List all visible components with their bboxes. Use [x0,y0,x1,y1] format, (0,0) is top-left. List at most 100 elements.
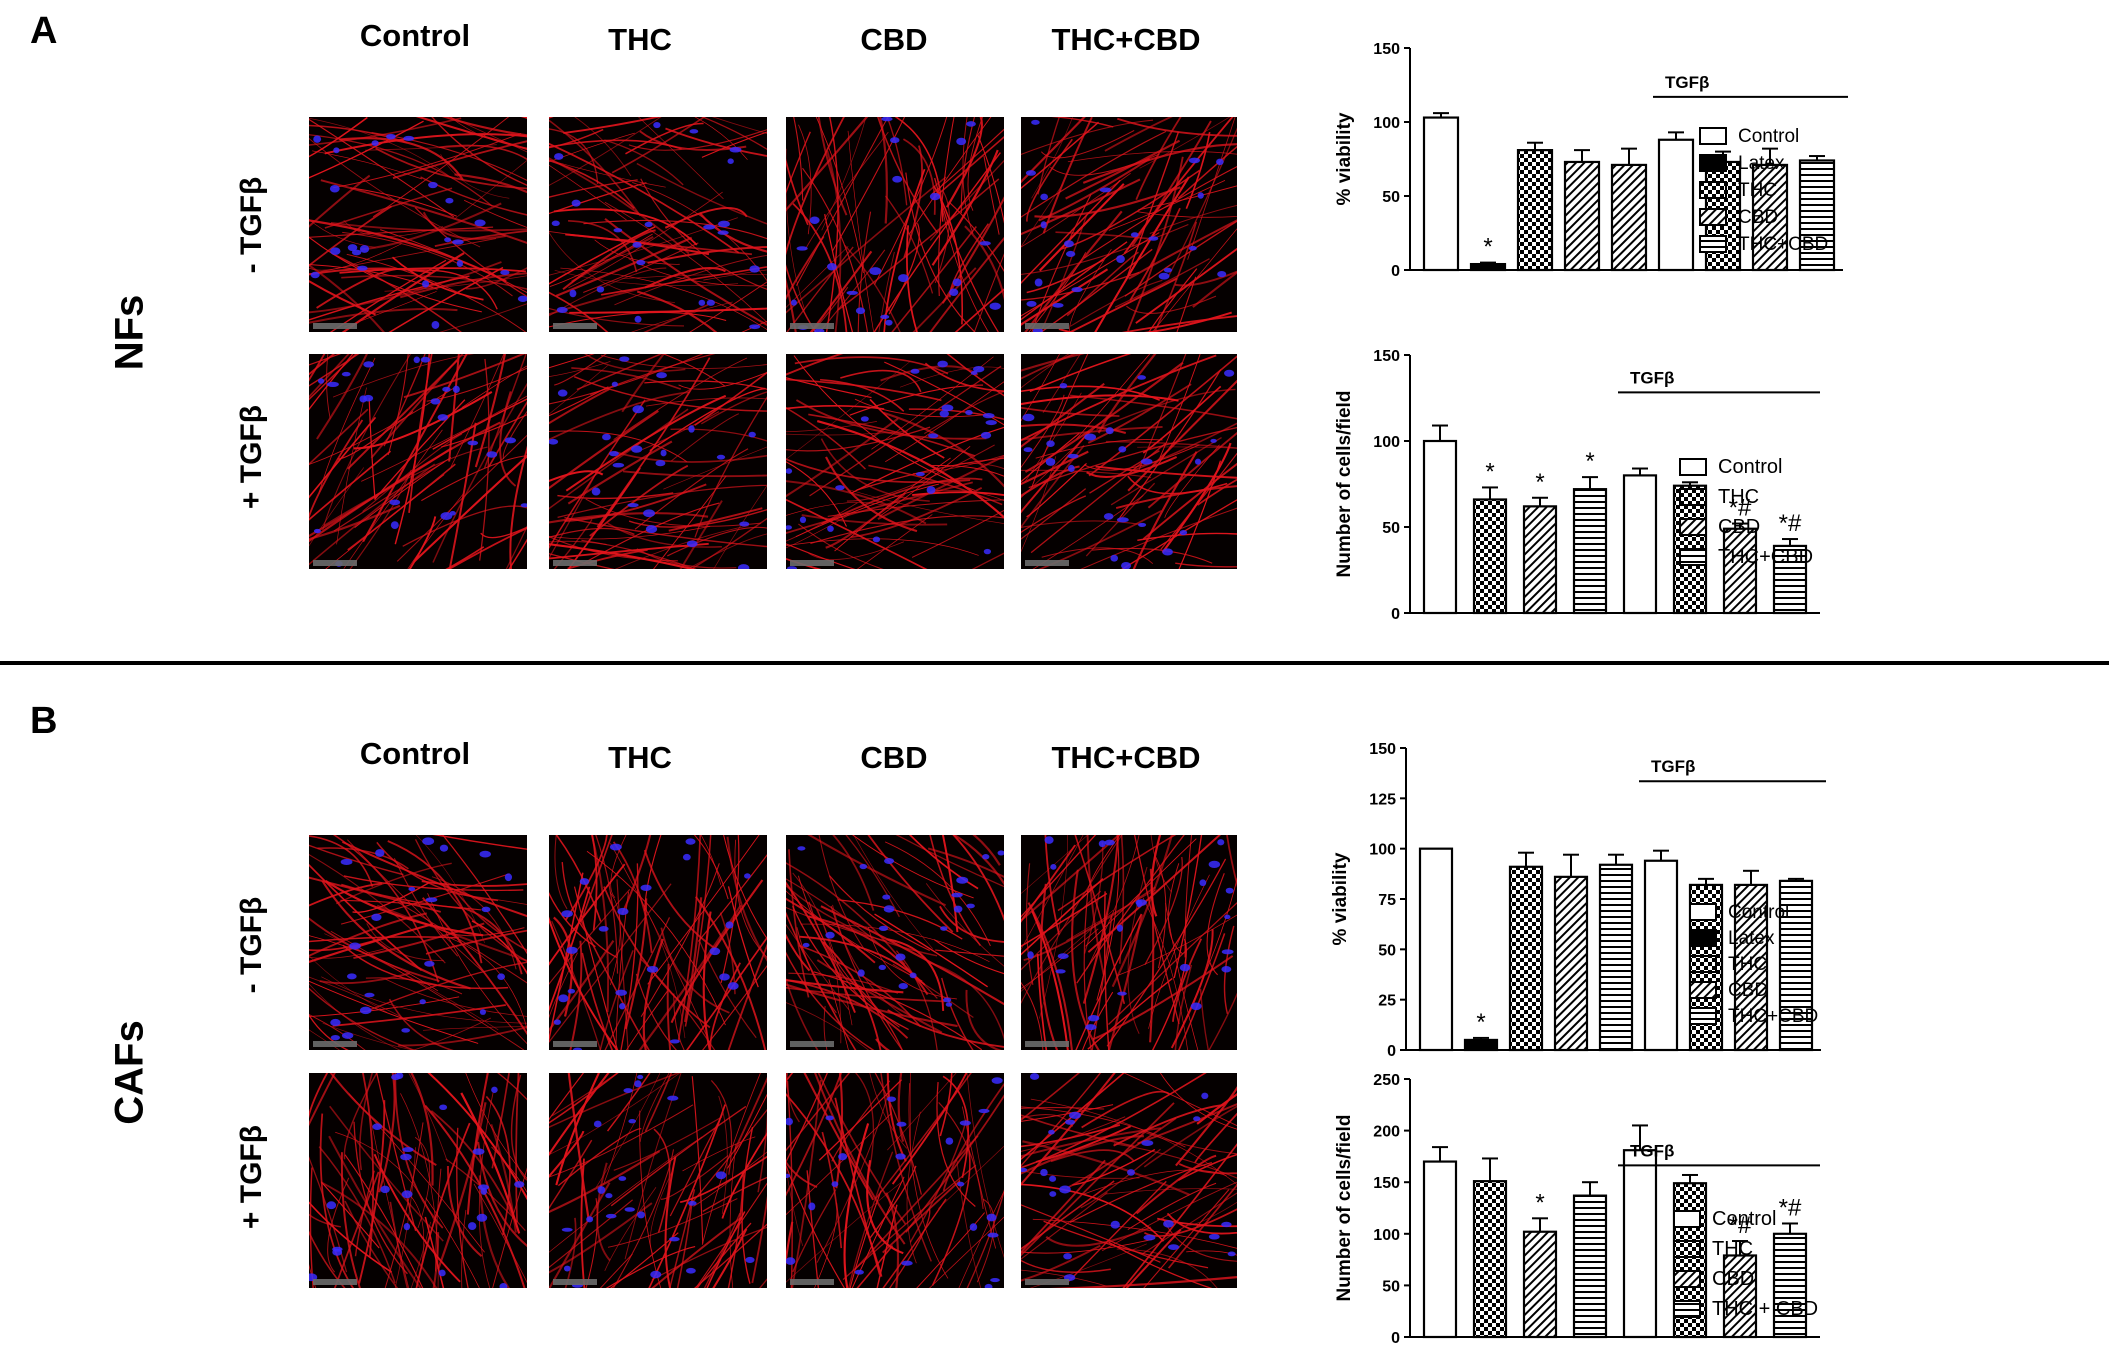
column-header-thc-cbd: THC+CBD [1051,740,1201,775]
legend-label: Control [1712,1208,1776,1230]
bar-cbd [1722,527,1758,615]
row-header-minus-tgfb: - TGFβ [235,176,268,274]
significance-mark: * [1476,1009,1485,1036]
column-header-cbd: CBD [860,740,928,775]
legend-swatch [1689,903,1717,921]
y-tick-label: 50 [1382,189,1400,206]
bar-cbd [1751,163,1789,272]
panel-divider [0,661,2109,665]
bar-control [1418,847,1454,1052]
legend-label: Control [1738,126,1799,147]
legend-label: THC + CBD [1712,1298,1818,1320]
panel-letter-a: A [30,10,58,52]
row-header-plus-tgfb: + TGFβ [235,1124,268,1230]
significance-mark: * [1485,458,1494,485]
cell-type-label-nfs: NFs [107,294,152,371]
micrograph-a-plus-thc [549,354,767,569]
y-tick-label: 100 [1373,115,1400,132]
bar-thc-cbd [1772,1232,1808,1339]
tgfb-bracket-label: TGFβ [1630,368,1674,387]
micrograph-b-minus-control [309,835,527,1050]
bar-thc-cbd [1598,863,1634,1052]
column-header-thc-cbd: THC+CBD [1051,22,1201,57]
bar-control [1422,116,1460,272]
bar-control [1622,1149,1658,1339]
y-tick-label: 0 [1391,263,1400,280]
micrograph-b-plus-thc-cbd [1021,1073,1237,1288]
legend-swatch [1673,1210,1701,1228]
significance-mark: * [1483,234,1492,261]
column-header-thc: THC [608,22,672,57]
cell-type-label-cafs: CAFs [107,1020,152,1125]
y-tick-label: 50 [1382,1278,1400,1295]
y-tick-label: 0 [1387,1043,1396,1060]
significance-mark: *# [1729,495,1752,522]
row-header-plus-tgfb: + TGFβ [235,404,268,510]
legend-swatch [1679,488,1707,506]
column-header-control: Control [359,736,471,771]
y-axis-label: % viability [1330,852,1351,945]
legend-swatch [1679,518,1707,536]
y-tick-label: 150 [1373,41,1400,58]
legend-label: Latex [1728,928,1775,949]
legend-swatch [1689,981,1717,999]
y-tick-label: 150 [1373,1175,1400,1192]
legend-label: THC [1712,1238,1753,1260]
bar-cbd [1722,1254,1758,1339]
legend-swatch [1679,458,1707,476]
legend-label: Control [1728,902,1789,923]
legend-label: CBD [1738,207,1778,228]
legend-swatch [1699,154,1727,172]
tgfb-bracket-label: TGFβ [1630,1141,1674,1160]
micrograph-b-plus-thc [549,1073,767,1288]
legend-swatch [1673,1270,1701,1288]
bar-cbd [1522,1230,1558,1339]
bar-control [1622,474,1658,615]
bar-control [1643,859,1679,1052]
y-tick-label: 125 [1369,791,1396,808]
bar-control [1422,1160,1458,1339]
bar-cbd [1563,160,1601,272]
y-tick-label: 75 [1378,892,1396,909]
legend-label: THC+CBD [1728,1006,1818,1027]
bar-latex [1469,262,1507,272]
bar-control [1657,138,1695,272]
legend-label: THC+CBD [1718,546,1813,568]
significance-mark: * [1585,448,1594,475]
micrograph-b-minus-thc [549,835,767,1050]
legend-swatch [1673,1300,1701,1318]
y-tick-label: 250 [1373,1072,1400,1089]
legend-swatch [1699,181,1727,199]
micrograph-a-minus-control [309,117,527,332]
legend-swatch [1673,1240,1701,1258]
y-tick-label: 0 [1391,606,1400,623]
bar-cbd [1522,505,1558,615]
tgfb-bracket-label: TGFβ [1651,757,1695,776]
micrograph-b-plus-cbd [786,1073,1004,1288]
legend-label: CBD [1712,1268,1754,1290]
y-tick-label: 50 [1382,520,1400,537]
legend-label: CBD [1718,516,1760,538]
y-tick-label: 150 [1373,348,1400,365]
y-tick-label: 100 [1373,434,1400,451]
panel-letter-b: B [30,700,58,742]
micrograph-a-plus-thc-cbd [1021,354,1237,569]
micrograph-a-plus-control [309,354,527,569]
legend-swatch [1699,235,1727,253]
legend-label: Control [1718,456,1782,478]
micrograph-a-minus-thc-cbd [1021,117,1237,332]
micrograph-a-plus-cbd [786,354,1004,569]
significance-mark: *# [1729,1212,1752,1239]
column-header-cbd: CBD [860,22,928,57]
legend-swatch [1689,1007,1717,1025]
chart-b-viability: 0 25 50 75 100 125 150 % viability * TGFβ Control L… [1330,741,1826,1060]
significance-mark: *# [1779,510,1802,537]
micrograph-a-minus-thc [549,117,767,332]
bar-thc-cbd [1798,159,1836,272]
bar-thc-cbd [1572,488,1608,615]
y-tick-label: 50 [1378,942,1396,959]
legend-label: Latex [1738,153,1785,174]
y-tick-label: 100 [1369,842,1396,859]
legend-swatch [1699,127,1727,145]
legend-swatch [1699,208,1727,226]
